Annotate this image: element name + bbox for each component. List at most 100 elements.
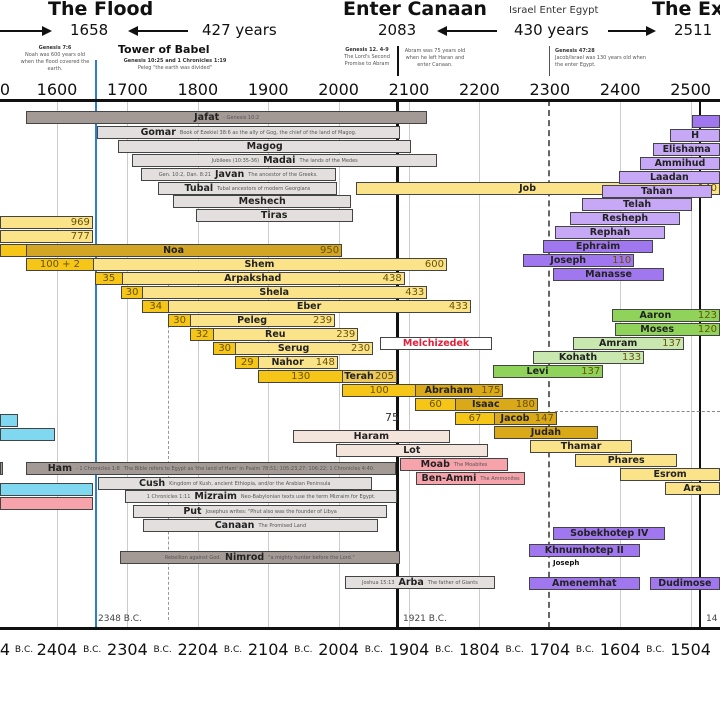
bar-mizraim: 1 Chronicles 1:11 Mizraim Neo-Babylonian t… [125,490,398,503]
bar-elishama: Elishama [653,143,720,156]
bar-melchizedek: Melchizedek [380,337,493,350]
bar-dudimose: Dudimose [649,577,720,590]
bar-peleg: 30 Peleg 239 [168,314,336,327]
bar-label: Shem [244,259,275,270]
axis-tick-label: 2500 [670,80,711,99]
bar-prenote: Gen. 10:2, Dan. 8:21 [158,171,211,178]
bar-prenote: 1 Chronicles 1:11 [146,493,191,500]
bar-label: Gomar [140,127,176,138]
gridline [57,100,58,628]
gridline [127,100,129,628]
bar-main [1,484,92,495]
bar-label: Lot [403,445,421,456]
bar-value: 969 [70,217,90,228]
bar-gomar: Gomar Book of Ezekiel 38:6 as the ally of… [97,126,400,139]
bar-label: Thamar [560,441,602,452]
bar-value: 120 [697,324,717,335]
promise-note: Genesis 12. 4-9 The Lord's Second Promise… [344,47,390,67]
peleg-dashed-line [168,280,170,620]
flood-year: 1658 [70,21,109,39]
bar-unlabeled [0,428,55,441]
gridline [620,100,622,628]
bar-value: 133 [622,352,642,363]
bar-main: Jafat - Genesis 10:2 [27,112,426,123]
flood-note: Genesis 7:6 Noah was 600 years old when t… [20,45,90,72]
bar-main: Shela 433 [143,287,426,298]
bar-main: Jubilees (10:35-36) Madai The lands of the… [133,155,436,166]
bar-main [693,116,719,127]
bar-value: 137 [662,338,682,349]
bar-segment: 30 [169,315,192,326]
event-marker-line [396,100,399,628]
bar-main: Nahor 148 [259,357,337,368]
bar-label: Abraham [424,385,473,396]
bar-label: Noa [163,245,184,256]
bar-label: Peleg [237,315,267,326]
bar-main: Gomar Book of Ezekiel 38:6 as the ally of… [98,127,399,138]
axis-tick-label: 2200 [459,80,500,99]
bar-label: Reu [265,329,286,340]
event-marker-line [698,100,702,628]
bar-h: H [670,129,720,142]
bar-cush: Cush Kingdom of Kush, ancient Ethiopia, a… [97,477,372,490]
bar-main [1,498,92,509]
bar-noa: Noa 950 [0,244,343,257]
bar-put: Put Josephus writes: "Phut also was the f… [133,505,388,518]
bottom-axis-line [0,627,720,630]
bar-label: Put [183,506,202,517]
bc-suffix: B.C. [14,645,34,655]
bar-subnote: - 1 Chronicles 1:8 [76,465,120,472]
bar-note: The Bible refers to Egypt as 'the land o… [123,465,375,472]
bc-tick-label: 1904 [388,640,430,659]
bar-haram: Haram [292,430,450,443]
bar-main: Tahan [603,186,711,197]
bar-label: Moab [420,459,450,470]
bar-note: Neo-Babylonian texts use the term Mizrai… [240,493,376,500]
bar-tubal: Tubal Tubal ancestors of modern Georgians [157,182,338,195]
bar-label: Joseph [550,255,587,266]
bar-label: Mizraim [194,491,237,502]
bar-main: Sobekhotep IV [554,528,664,539]
bar-label: Tiras [260,210,288,221]
bar-value: 239 [312,315,333,326]
bar-label: Terah [344,371,374,382]
bar-manasse: Manasse [553,268,664,281]
axis-tick-label: 1900 [247,80,289,99]
bar-label: Haram [353,431,389,442]
bc-tick-label: 2104 [247,640,289,659]
gap-years-1: 427 years [202,21,277,39]
bar-ben-ammi: Ben-Ammi The Ammonites [416,472,526,485]
bc-suffix: B.C. [83,645,102,655]
bar-label: Laadan [649,172,689,183]
bar-segment: 30 [122,287,144,298]
bar-main: Kohath 133 [534,352,643,363]
bar-unlabeled [0,483,93,496]
exodus-year: 2511 [674,21,713,39]
bar-segment: 34 [143,301,170,312]
bar-main: 777 [1,231,92,242]
bar-arpakshad: 35 Arpakshad 438 [95,272,405,285]
bar-main [1,463,2,474]
bar-prenote: Jubilees (10:35-36) [211,157,260,164]
gridline [409,100,410,628]
arrow-left-icon [437,26,447,36]
bar-label: Ben-Ammi [421,473,477,484]
babel-note: Genesis 10:25 and 1 Chronicles 1:19 Peleg… [123,58,227,71]
bar-value: 110 [612,255,632,266]
arrow-line [608,30,650,32]
bar-label: Levi [526,366,549,377]
bar-label: Esrom [653,469,687,480]
bar-tahan: Tahan [601,185,712,198]
bar-main: Joseph 110 [524,255,633,266]
bar-label: Sobekhotep IV [570,528,649,539]
bar-shem: 100 + 2 Shem 600 [26,258,447,271]
bc-tick-label: 2304 [107,640,148,659]
bar-main: Noa 950 [27,245,341,256]
bar-main: Magog [119,141,410,152]
bar-aaron: Aaron 123 [611,309,720,322]
axis-tick-label: 0 [0,80,11,99]
bar-label: Cush [138,478,166,489]
bar-label: Ammihud [654,158,706,169]
bar-value: 123 [697,310,717,321]
arrow-left-icon [128,26,138,36]
